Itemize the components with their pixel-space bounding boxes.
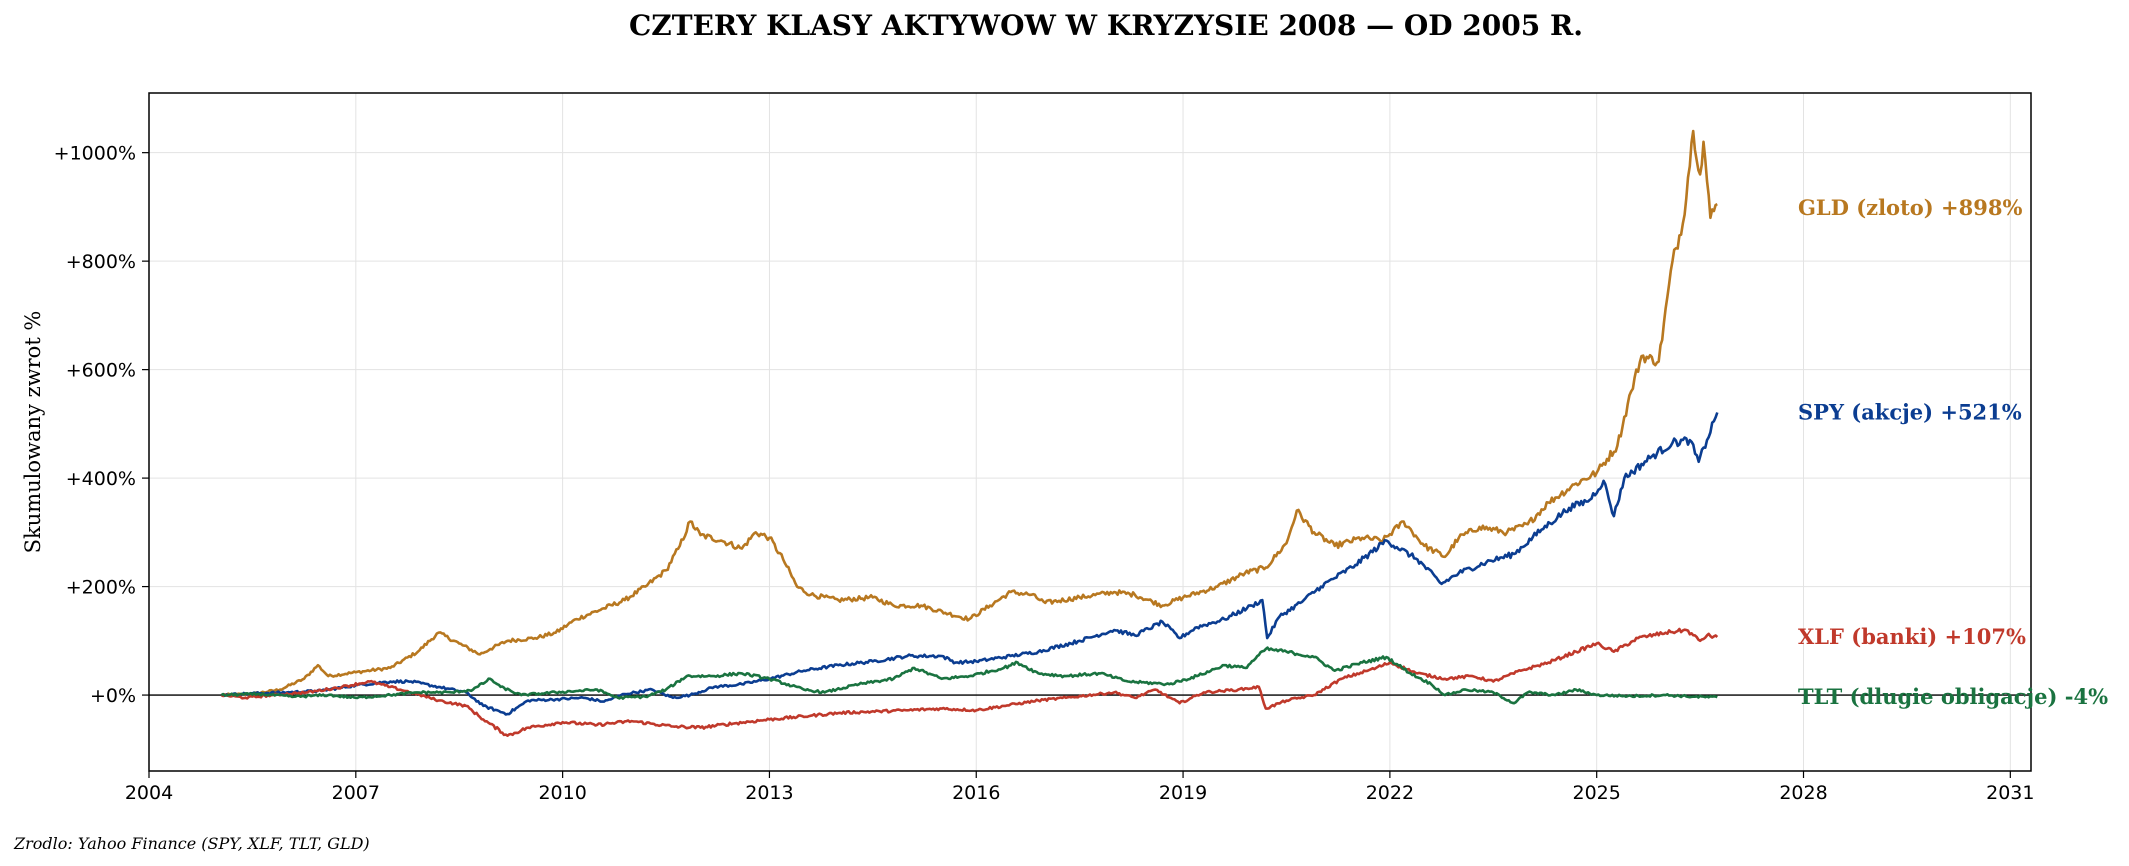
x-tick-label: 2007 [332, 782, 380, 804]
plot-frame [148, 92, 2032, 772]
x-tick-label: 2004 [125, 782, 173, 804]
series-label-xlf: XLF (banki) +107% [1798, 624, 2026, 649]
x-tick-label: 2010 [538, 782, 586, 804]
y-tick-label: +0% [90, 685, 136, 707]
series-label-tlt: TLT (dlugie obligacje) -4% [1798, 684, 2108, 709]
y-tick-label: +600% [66, 360, 136, 382]
y-tick-label: +400% [66, 468, 136, 490]
y-tick-label: +800% [66, 251, 136, 273]
x-tick-label: 2013 [745, 782, 793, 804]
series-label-spy: SPY (akcje) +521% [1798, 399, 2022, 424]
y-axis-label: Skumulowany zwrot % [21, 311, 45, 554]
axes: 2004 2007 2010 2013 2016 2019 2022 2025 2028 2031… [54, 143, 2035, 804]
x-tick-label: 2019 [1159, 782, 1207, 804]
series-line-tlt [220, 646, 1718, 705]
x-tick-label: 2022 [1366, 782, 1414, 804]
x-tick-label: 2025 [1573, 782, 1621, 804]
series-line-xlf [220, 627, 1719, 737]
series-line-spy [221, 412, 1719, 716]
grid [148, 93, 2031, 771]
chart-title: CZTERY KLASY AKTYWOW W KRYZYSIE 2008 — O… [629, 9, 1583, 42]
x-tick-label: 2028 [1779, 782, 1827, 804]
series-lines [220, 129, 1719, 737]
series-line-gld [221, 129, 1718, 697]
source-note: Zrodlo: Yahoo Finance (SPY, XLF, TLT, GL… [13, 834, 370, 853]
x-tick-label: 2016 [952, 782, 1000, 804]
y-tick-label: +200% [66, 577, 136, 599]
series-end-labels: GLD (zloto) +898% SPY (akcje) +521% XLF (b… [1798, 195, 2108, 709]
series-label-gld: GLD (zloto) +898% [1798, 195, 2022, 220]
x-tick-label: 2031 [1986, 782, 2034, 804]
y-tick-label: +1000% [54, 143, 136, 165]
